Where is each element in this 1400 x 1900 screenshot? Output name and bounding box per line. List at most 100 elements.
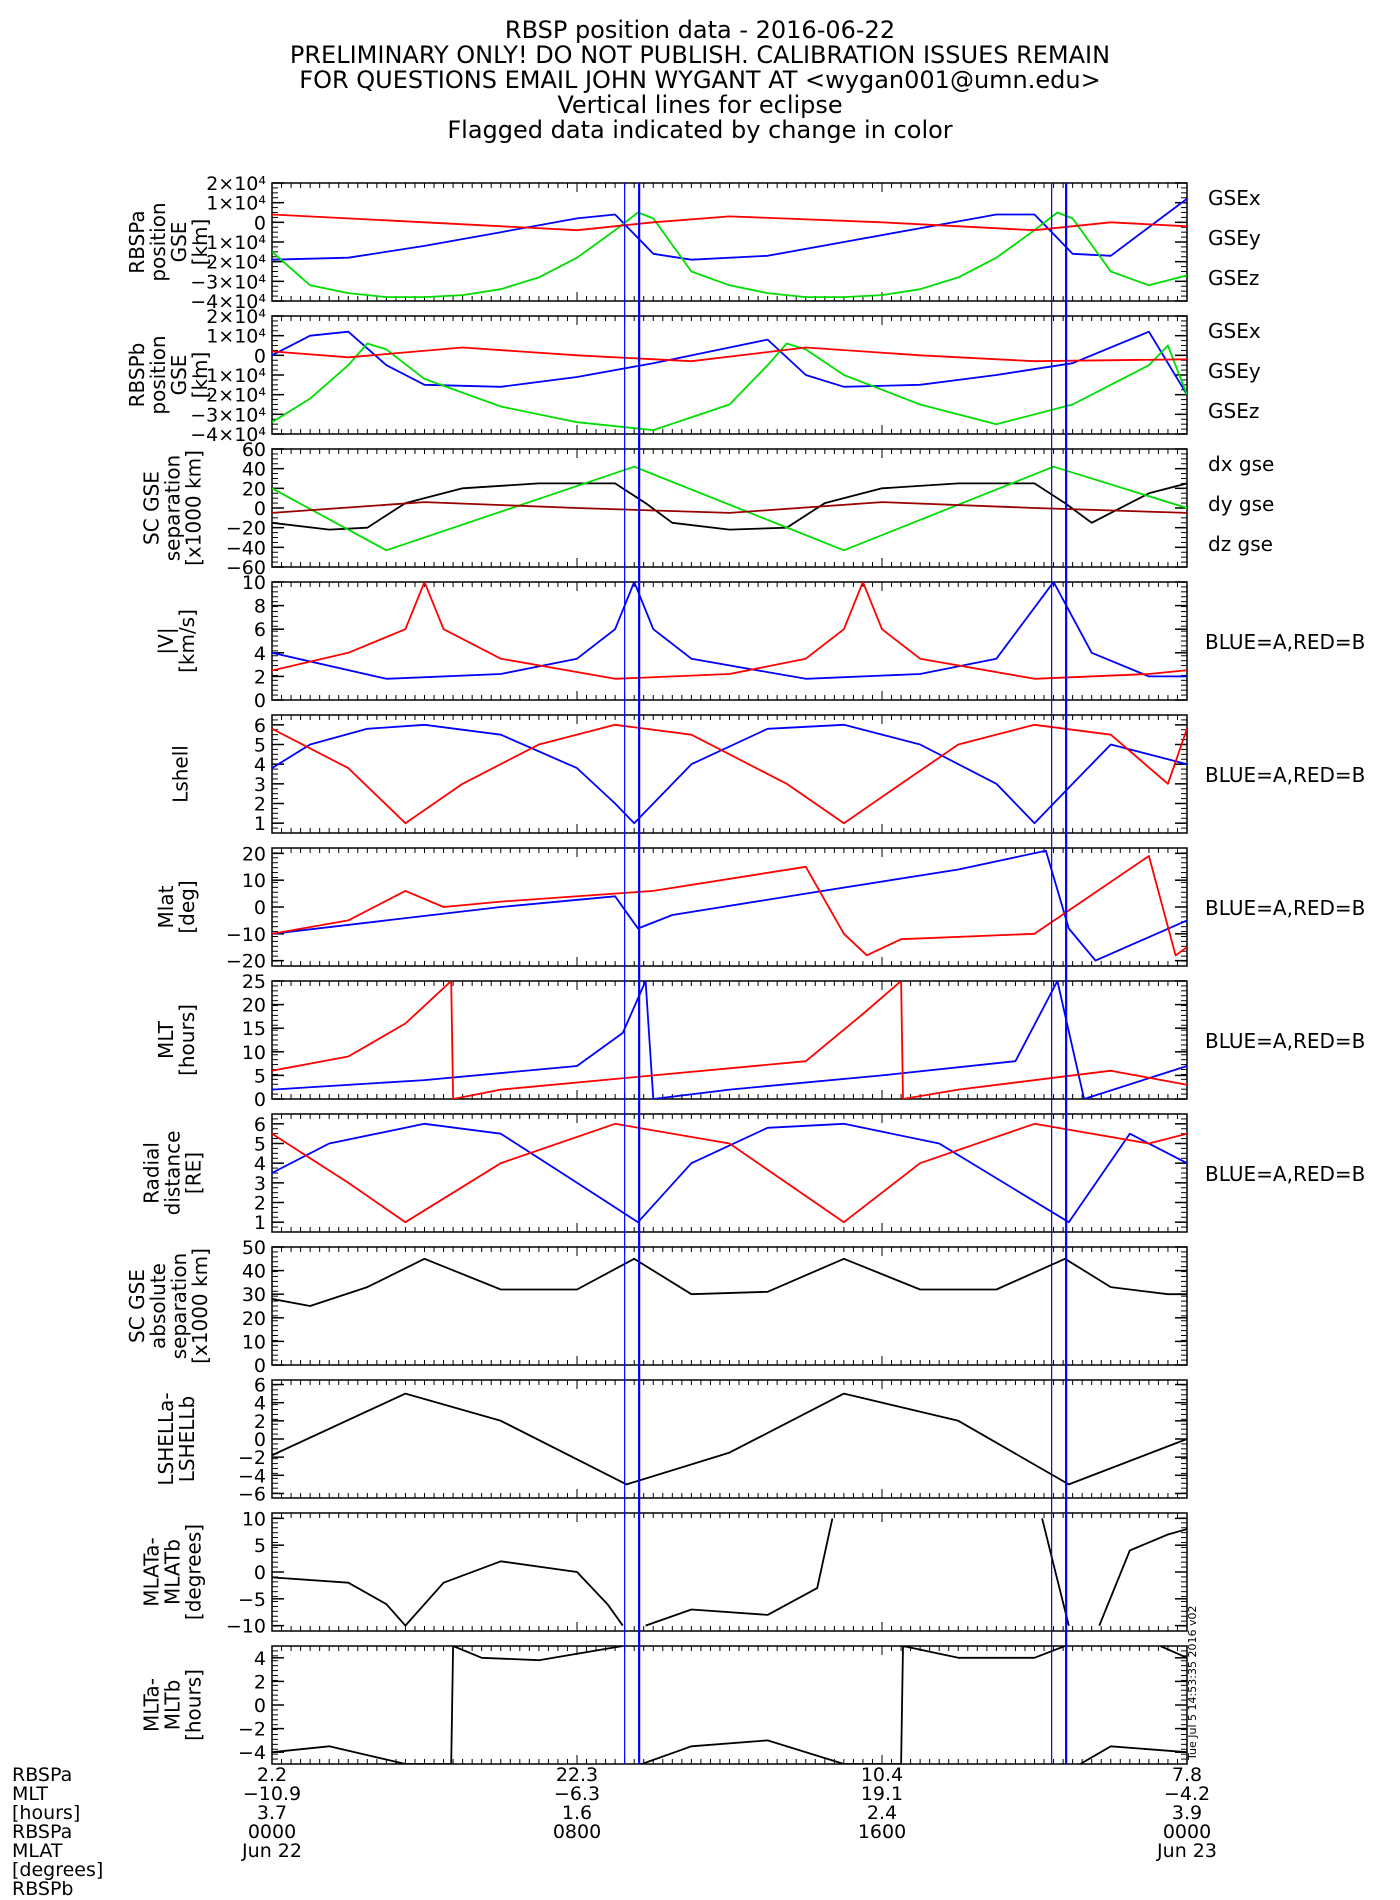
x-row-label: RBSPa (12, 1764, 72, 1786)
series-line-B (272, 582, 1187, 680)
x-row-label: MLAT (12, 1840, 63, 1862)
y-axis-label: MLATa- (140, 1537, 164, 1606)
y-tick-label: 4 (254, 643, 266, 665)
x-column-value: 10.4 (861, 1764, 903, 1786)
x-minor-ticks (271, 714, 1188, 834)
y-tick-label: 1 (254, 1212, 266, 1234)
y-axis-label: separation (167, 1253, 191, 1359)
series-line-dMLT-4 (1159, 1646, 1187, 1659)
y-axis-label: [km] (188, 219, 212, 266)
panel-frame (271, 315, 1188, 435)
legend-entry: GSEz (1208, 266, 1259, 290)
y-tick-label: 5 (254, 1535, 266, 1557)
y-axis-label: Radial (140, 1142, 164, 1204)
series-line-dMLT-3 (1079, 1745, 1187, 1764)
series-group (272, 981, 1187, 1099)
y-axis-label: GSE (167, 355, 191, 396)
series-group (272, 1257, 1187, 1307)
y-tick-label: 0 (254, 1355, 266, 1377)
legend-p5: BLUE=A,RED=B (1205, 896, 1365, 920)
series-line-B (272, 723, 1187, 825)
panel-frame (271, 182, 1188, 302)
x-row-label: MLT (12, 1783, 48, 1805)
y-tick-label: 3 (254, 774, 266, 796)
series-line-dy gse (272, 465, 1187, 552)
series-line-A (272, 1122, 1187, 1224)
y-axis-label: [degrees] (182, 1524, 206, 1620)
panel-p10: 10 5 0 −5 −10 MLATa-MLATb[degrees] (140, 1508, 1188, 1638)
y-tick-label: −4×10⁴ (190, 424, 266, 446)
y-axis-label: [RE] (182, 1152, 206, 1194)
legend-entry: GSEy (1208, 226, 1261, 250)
header-line: Vertical lines for eclipse (557, 91, 842, 119)
y-tick-label: 3 (254, 1173, 266, 1195)
x-minor-ticks (271, 1379, 1188, 1499)
y-tick-label: 5 (254, 1134, 266, 1156)
y-tick-label: 25 (242, 971, 266, 993)
y-axis-label: MLTa- (140, 1678, 164, 1732)
legend-p1: GSEx GSEy GSEz (1208, 319, 1261, 423)
y-tick-label: 1×10⁴ (206, 193, 266, 215)
legend-entry: dz gse (1208, 532, 1273, 556)
series-line-abs (272, 1257, 1187, 1307)
series-line-GSEz (272, 213, 1187, 232)
y-tick-label: −2×10⁴ (190, 252, 266, 274)
y-tick-label: −6 (238, 1483, 266, 1505)
x-column-value: 0800 (553, 1821, 601, 1843)
series-line-dL (272, 1392, 1187, 1486)
x-column-value: 7.8 (1172, 1764, 1202, 1786)
y-tick-label: 4 (254, 754, 266, 776)
y-tick-label: −1×10⁴ (190, 365, 266, 387)
y-axis-label: [hours] (175, 1004, 199, 1076)
y-tick-label: −10 (226, 1616, 266, 1638)
x-row-label: RBSPb (12, 1878, 73, 1900)
legend-p0: GSEx GSEy GSEz (1208, 186, 1261, 290)
y-axis-label: RBSPa (125, 210, 149, 273)
side-stamp: Tue Jul 5 14:53:35 2016 v02 (1186, 1606, 1199, 1761)
x-column-value: −6.3 (554, 1783, 600, 1805)
y-axis-label: MLTb (161, 1680, 185, 1731)
x-column-value: 22.3 (556, 1764, 598, 1786)
legend-p6: BLUE=A,RED=B (1205, 1029, 1365, 1053)
x-minor-ticks (271, 315, 1188, 435)
y-tick-label: 40 (242, 1261, 266, 1283)
y-axis-label: [km/s] (175, 609, 199, 673)
x-minor-ticks (271, 1645, 1188, 1765)
series-line-dMLT-2 (638, 1646, 1066, 1764)
legend-entry: GSEx (1208, 186, 1261, 210)
header-line: FOR QUESTIONS EMAIL JOHN WYGANT AT <wyga… (299, 66, 1100, 94)
x-minor-ticks (271, 448, 1188, 568)
header-line: RBSP position data - 2016-06-22 (505, 16, 895, 44)
y-axis-label: [deg] (175, 880, 199, 933)
series-line-A (272, 849, 1187, 962)
y-tick-label: 6 (254, 1375, 266, 1397)
y-tick-label: 6 (254, 715, 266, 737)
x-row-label: [hours] (12, 1802, 80, 1824)
y-tick-label: 0 (254, 1429, 266, 1451)
y-axis-label: SC GSE (140, 471, 164, 545)
panel-p11: 420−2−4 MLTa-MLTb[hours] (140, 1645, 1188, 1765)
y-tick-label: −40 (226, 537, 266, 559)
y-axis-label: SC GSE (125, 1269, 149, 1343)
panel-frame (271, 581, 1188, 701)
x-column-value: 2.2 (257, 1764, 287, 1786)
series-line-dz gse (272, 501, 1187, 514)
series-line-dMLT (272, 1646, 623, 1764)
y-tick-label: 0 (254, 1089, 266, 1111)
y-tick-label: −20 (226, 518, 266, 540)
series-line-dMlat-4 (1098, 1528, 1187, 1626)
y-tick-label: 4 (254, 1153, 266, 1175)
y-tick-label: 30 (242, 1284, 266, 1306)
y-tick-label: 6 (254, 1114, 266, 1136)
y-tick-label: 5 (254, 735, 266, 757)
x-column-value: Jun 22 (241, 1840, 302, 1862)
y-tick-label: 50 (242, 1237, 266, 1259)
series-line-B (272, 981, 1187, 1099)
y-axis-label: |V| (154, 627, 178, 654)
panels: 2×10⁴1×10⁴0−1×10⁴−2×10⁴−3×10⁴−4×10⁴RBSPa… (125, 173, 1365, 1765)
x-axis-annotation: RBSPaMLT[hours]RBSPaMLAT[degrees]RBSPb2.… (12, 1764, 1217, 1900)
legend-entry: BLUE=A,RED=B (1205, 1029, 1365, 1053)
